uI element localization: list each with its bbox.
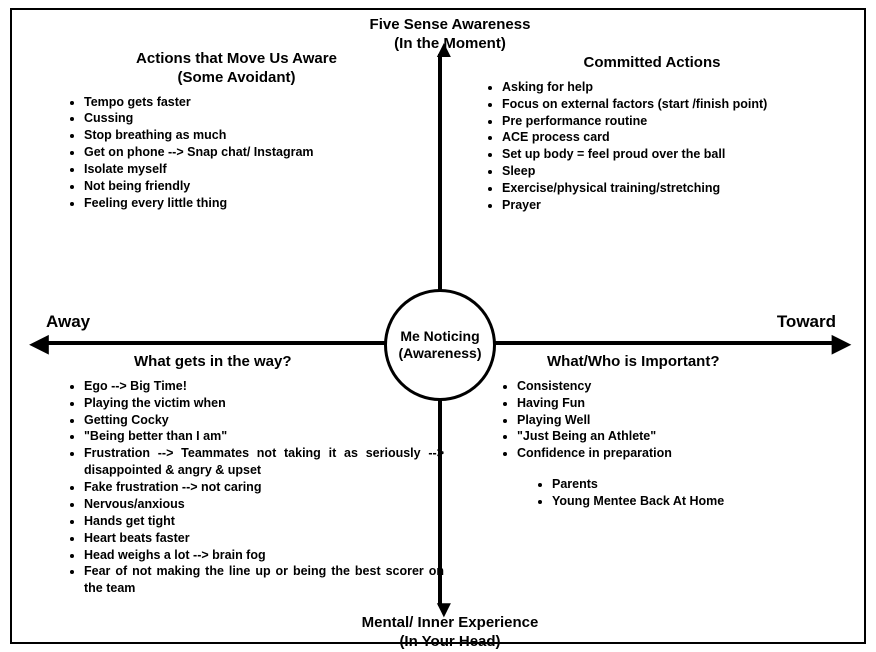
center-line1: Me Noticing: [400, 328, 479, 346]
axis-label-bottom: Mental/ Inner Experience (In Your Head): [300, 614, 600, 652]
list-item: Asking for help: [502, 79, 832, 96]
list-item: Young Mentee Back At Home: [552, 493, 817, 510]
list-item: Prayer: [502, 197, 832, 214]
list-item: Head weighs a lot --> brain fog: [84, 547, 444, 564]
axis-label-right: Toward: [777, 312, 836, 332]
list-item: Cussing: [84, 110, 419, 127]
list-item: Playing the victim when: [84, 395, 444, 412]
list-item: Ego --> Big Time!: [84, 378, 444, 395]
list-item: ACE process card: [502, 129, 832, 146]
list-item: Hands get tight: [84, 513, 444, 530]
quadrant-top-right: Committed Actions Asking for helpFocus o…: [472, 54, 832, 214]
quadrant-bottom-right: What/Who is Important? ConsistencyHaving…: [487, 353, 817, 510]
list-item: Pre performance routine: [502, 113, 832, 130]
quadrant-bottom-left: What gets in the way? Ego --> Big Time!P…: [54, 353, 444, 597]
quadrant-tl-title-line2: (Some Avoidant): [54, 69, 419, 88]
list-item: Fake frustration --> not caring: [84, 479, 444, 496]
list-item: Tempo gets faster: [84, 94, 419, 111]
quadrant-br-sublist: ParentsYoung Mentee Back At Home: [487, 476, 817, 510]
center-circle: Me Noticing (Awareness): [384, 289, 496, 401]
list-item: "Just Being an Athlete": [517, 428, 817, 445]
axis-label-bottom-line2: (In Your Head): [300, 633, 600, 652]
list-item: Focus on external factors (start /finish…: [502, 96, 832, 113]
list-item: Fear of not making the line up or being …: [84, 563, 444, 597]
list-item: Sleep: [502, 163, 832, 180]
arrow-right-icon: ▶: [832, 332, 850, 356]
axis-label-top: Five Sense Awareness (In the Moment): [300, 16, 600, 54]
list-item: Exercise/physical training/stretching: [502, 180, 832, 197]
quadrant-top-left: Actions that Move Us Aware (Some Avoidan…: [54, 50, 419, 212]
axis-label-left: Away: [46, 312, 90, 332]
list-item: "Being better than I am": [84, 428, 444, 445]
quadrant-tr-title: Committed Actions: [472, 54, 832, 73]
list-item: Get on phone --> Snap chat/ Instagram: [84, 144, 419, 161]
list-item: Having Fun: [517, 395, 817, 412]
quadrant-br-list: ConsistencyHaving FunPlaying Well"Just B…: [487, 378, 817, 462]
list-item: Stop breathing as much: [84, 127, 419, 144]
list-item: Heart beats faster: [84, 530, 444, 547]
quadrant-tl-list: Tempo gets fasterCussingStop breathing a…: [54, 94, 419, 212]
list-item: Isolate myself: [84, 161, 419, 178]
list-item: Set up body = feel proud over the ball: [502, 146, 832, 163]
quadrant-tl-title-line1: Actions that Move Us Aware: [54, 50, 419, 69]
axis-label-bottom-line1: Mental/ Inner Experience: [300, 614, 600, 633]
arrow-left-icon: ◀: [30, 332, 48, 356]
quadrant-tr-list: Asking for helpFocus on external factors…: [472, 79, 832, 214]
list-item: Confidence in preparation: [517, 445, 817, 462]
quadrant-bl-list: Ego --> Big Time!Playing the victim when…: [54, 378, 444, 597]
list-item: Not being friendly: [84, 178, 419, 195]
quadrant-br-title: What/Who is Important?: [487, 353, 817, 372]
list-item: Getting Cocky: [84, 412, 444, 429]
list-item: Nervous/anxious: [84, 496, 444, 513]
list-item: Frustration --> Teammates not taking it …: [84, 445, 444, 479]
quadrant-tl-title: Actions that Move Us Aware (Some Avoidan…: [54, 50, 419, 88]
list-item: Playing Well: [517, 412, 817, 429]
axis-label-top-line1: Five Sense Awareness: [300, 16, 600, 35]
center-line2: (Awareness): [398, 345, 481, 363]
list-item: Feeling every little thing: [84, 195, 419, 212]
diagram-frame: ▲ ▼ ◀ ▶ Five Sense Awareness (In the Mom…: [10, 8, 866, 644]
list-item: Parents: [552, 476, 817, 493]
list-item: Consistency: [517, 378, 817, 395]
